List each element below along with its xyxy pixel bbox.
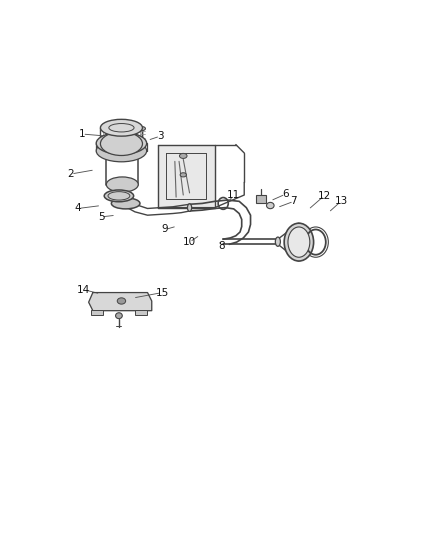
Ellipse shape (266, 203, 274, 209)
Ellipse shape (187, 204, 192, 212)
Ellipse shape (96, 140, 147, 162)
Ellipse shape (116, 313, 122, 319)
Ellipse shape (284, 223, 314, 261)
Ellipse shape (117, 298, 126, 304)
Text: 10: 10 (183, 237, 196, 247)
Ellipse shape (106, 137, 138, 152)
Text: 5: 5 (98, 212, 105, 222)
Text: 15: 15 (155, 288, 169, 297)
Text: 6: 6 (282, 189, 289, 199)
Text: 9: 9 (162, 224, 169, 235)
Polygon shape (158, 144, 215, 208)
Text: 3: 3 (157, 131, 163, 141)
Ellipse shape (180, 173, 187, 177)
FancyBboxPatch shape (256, 195, 266, 204)
Text: 7: 7 (290, 196, 297, 206)
FancyBboxPatch shape (91, 310, 103, 315)
Text: 13: 13 (334, 196, 348, 206)
Ellipse shape (288, 227, 310, 257)
Text: 1: 1 (79, 129, 86, 139)
FancyBboxPatch shape (135, 310, 147, 315)
Ellipse shape (106, 177, 138, 192)
Ellipse shape (96, 132, 147, 154)
Text: 8: 8 (218, 241, 224, 252)
Text: 11: 11 (227, 190, 240, 200)
Polygon shape (88, 293, 152, 311)
Text: 2: 2 (68, 169, 74, 179)
Ellipse shape (111, 198, 140, 209)
Text: 4: 4 (75, 204, 81, 214)
Text: 12: 12 (318, 191, 331, 201)
Ellipse shape (140, 127, 145, 131)
Ellipse shape (180, 154, 187, 158)
Text: 14: 14 (77, 285, 90, 295)
Ellipse shape (100, 119, 142, 136)
Ellipse shape (104, 190, 134, 202)
Ellipse shape (100, 132, 142, 156)
Ellipse shape (276, 237, 280, 246)
